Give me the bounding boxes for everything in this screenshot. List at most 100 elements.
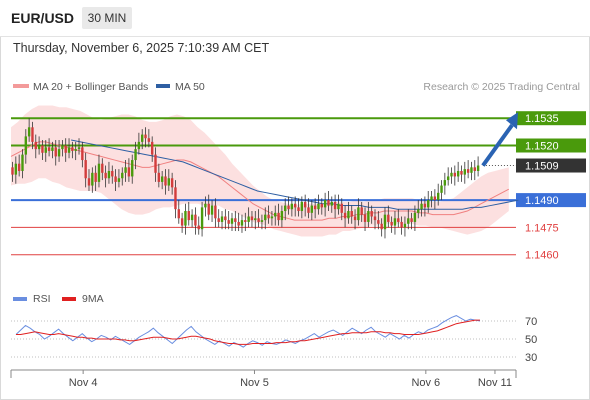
rsi-ma9-line bbox=[16, 319, 480, 345]
level-tag bbox=[516, 138, 586, 153]
candle-body bbox=[81, 147, 84, 161]
candle-body bbox=[41, 145, 44, 153]
candle-body bbox=[284, 205, 287, 212]
candle-body bbox=[433, 196, 437, 201]
candle-body bbox=[127, 167, 131, 177]
level-label: 1.1520 bbox=[525, 141, 559, 153]
x-tick-label: Nov 6 bbox=[411, 377, 440, 389]
timeframe-button[interactable]: 30 MIN bbox=[82, 7, 132, 29]
candle-body bbox=[11, 167, 14, 175]
candle-body bbox=[413, 212, 417, 222]
level-label: 1.1460 bbox=[525, 250, 559, 262]
candle-body bbox=[423, 203, 427, 208]
candle-body bbox=[420, 203, 423, 210]
candle-body bbox=[190, 214, 194, 221]
current-price-tag bbox=[516, 158, 586, 173]
ma9-legend-swatch bbox=[62, 297, 76, 301]
candle-body bbox=[150, 141, 154, 155]
candle-body bbox=[207, 203, 210, 215]
candle-body bbox=[440, 185, 443, 193]
symbol-label: EUR/USD bbox=[11, 10, 75, 26]
candle-body bbox=[184, 211, 187, 226]
candle-body bbox=[234, 218, 237, 222]
candle-body bbox=[380, 223, 383, 230]
candle-body bbox=[34, 141, 37, 150]
candle-body bbox=[257, 218, 260, 222]
candle-body bbox=[280, 211, 284, 221]
candle-body bbox=[57, 149, 61, 157]
candle-body bbox=[204, 203, 207, 208]
candle-body bbox=[154, 154, 157, 173]
candle-body bbox=[323, 200, 327, 208]
candle-body bbox=[446, 176, 450, 181]
rsi-tick-label: 50 bbox=[525, 334, 537, 346]
candle-body bbox=[194, 214, 197, 226]
candle-body bbox=[77, 147, 81, 150]
candle-body bbox=[217, 218, 220, 222]
candle-body bbox=[473, 167, 476, 171]
candle-body bbox=[230, 218, 234, 224]
timestamp: Thursday, November 6, 2025 7:10:39 AM CE… bbox=[13, 41, 270, 55]
candle-body bbox=[21, 154, 24, 171]
candle-body bbox=[373, 216, 377, 221]
candle-body bbox=[114, 176, 117, 182]
level-tag bbox=[516, 111, 586, 126]
candle-body bbox=[407, 218, 410, 224]
candle-body bbox=[307, 207, 310, 213]
candle-body bbox=[450, 172, 453, 177]
candle-body bbox=[470, 167, 473, 173]
candle-body bbox=[350, 211, 353, 217]
candle-body bbox=[111, 170, 114, 177]
candle-body bbox=[427, 200, 430, 208]
level-label: 1.1535 bbox=[525, 113, 559, 125]
candle-body bbox=[37, 145, 41, 150]
candle-body bbox=[297, 207, 300, 212]
candle-body bbox=[61, 145, 64, 150]
candle-body bbox=[164, 176, 167, 186]
x-tick-label: Nov 5 bbox=[240, 377, 269, 389]
credit-label: Research © 2025 Trading Central bbox=[423, 81, 580, 93]
candle-body bbox=[290, 203, 294, 210]
candle-body bbox=[84, 160, 87, 179]
candle-body bbox=[310, 205, 314, 213]
candle-body bbox=[97, 163, 101, 182]
candle-body bbox=[330, 201, 333, 206]
candle-body bbox=[327, 200, 330, 206]
current-price-label: 1.1509 bbox=[525, 161, 559, 173]
candle-body bbox=[360, 207, 363, 215]
candle-body bbox=[463, 169, 467, 175]
candle-body bbox=[197, 225, 200, 230]
candle-body bbox=[107, 170, 111, 179]
ma50-legend-swatch bbox=[156, 84, 170, 88]
candle-body bbox=[51, 147, 54, 151]
candle-body bbox=[47, 147, 51, 151]
candle-body bbox=[141, 134, 144, 142]
candle-body bbox=[460, 170, 463, 175]
candle-body bbox=[200, 207, 204, 230]
rsi-line bbox=[15, 315, 481, 348]
candle-body bbox=[177, 209, 180, 219]
candle-body bbox=[317, 203, 320, 210]
candle-body bbox=[187, 211, 190, 221]
x-tick-label: Nov 4 bbox=[69, 377, 98, 389]
level-label: 1.1490 bbox=[525, 195, 559, 207]
candle-body bbox=[14, 163, 18, 175]
candle-body bbox=[340, 203, 343, 213]
candle-body bbox=[383, 214, 387, 230]
candle-body bbox=[443, 180, 447, 186]
candle-body bbox=[210, 205, 214, 215]
candle-body bbox=[167, 178, 171, 186]
candle-body bbox=[101, 163, 104, 173]
candle-body bbox=[144, 134, 147, 139]
bollinger-band bbox=[11, 105, 509, 237]
candle-body bbox=[214, 205, 217, 219]
x-axis: Nov 4 Nov 5 Nov 6 Nov 11 bbox=[69, 370, 512, 389]
candle-body bbox=[71, 147, 74, 151]
candle-body bbox=[466, 169, 470, 173]
ma9-legend-label: 9MA bbox=[82, 293, 104, 305]
candle-body bbox=[303, 201, 307, 208]
candle-body bbox=[347, 211, 350, 219]
candle-body bbox=[274, 212, 277, 217]
candle-body bbox=[270, 216, 274, 219]
